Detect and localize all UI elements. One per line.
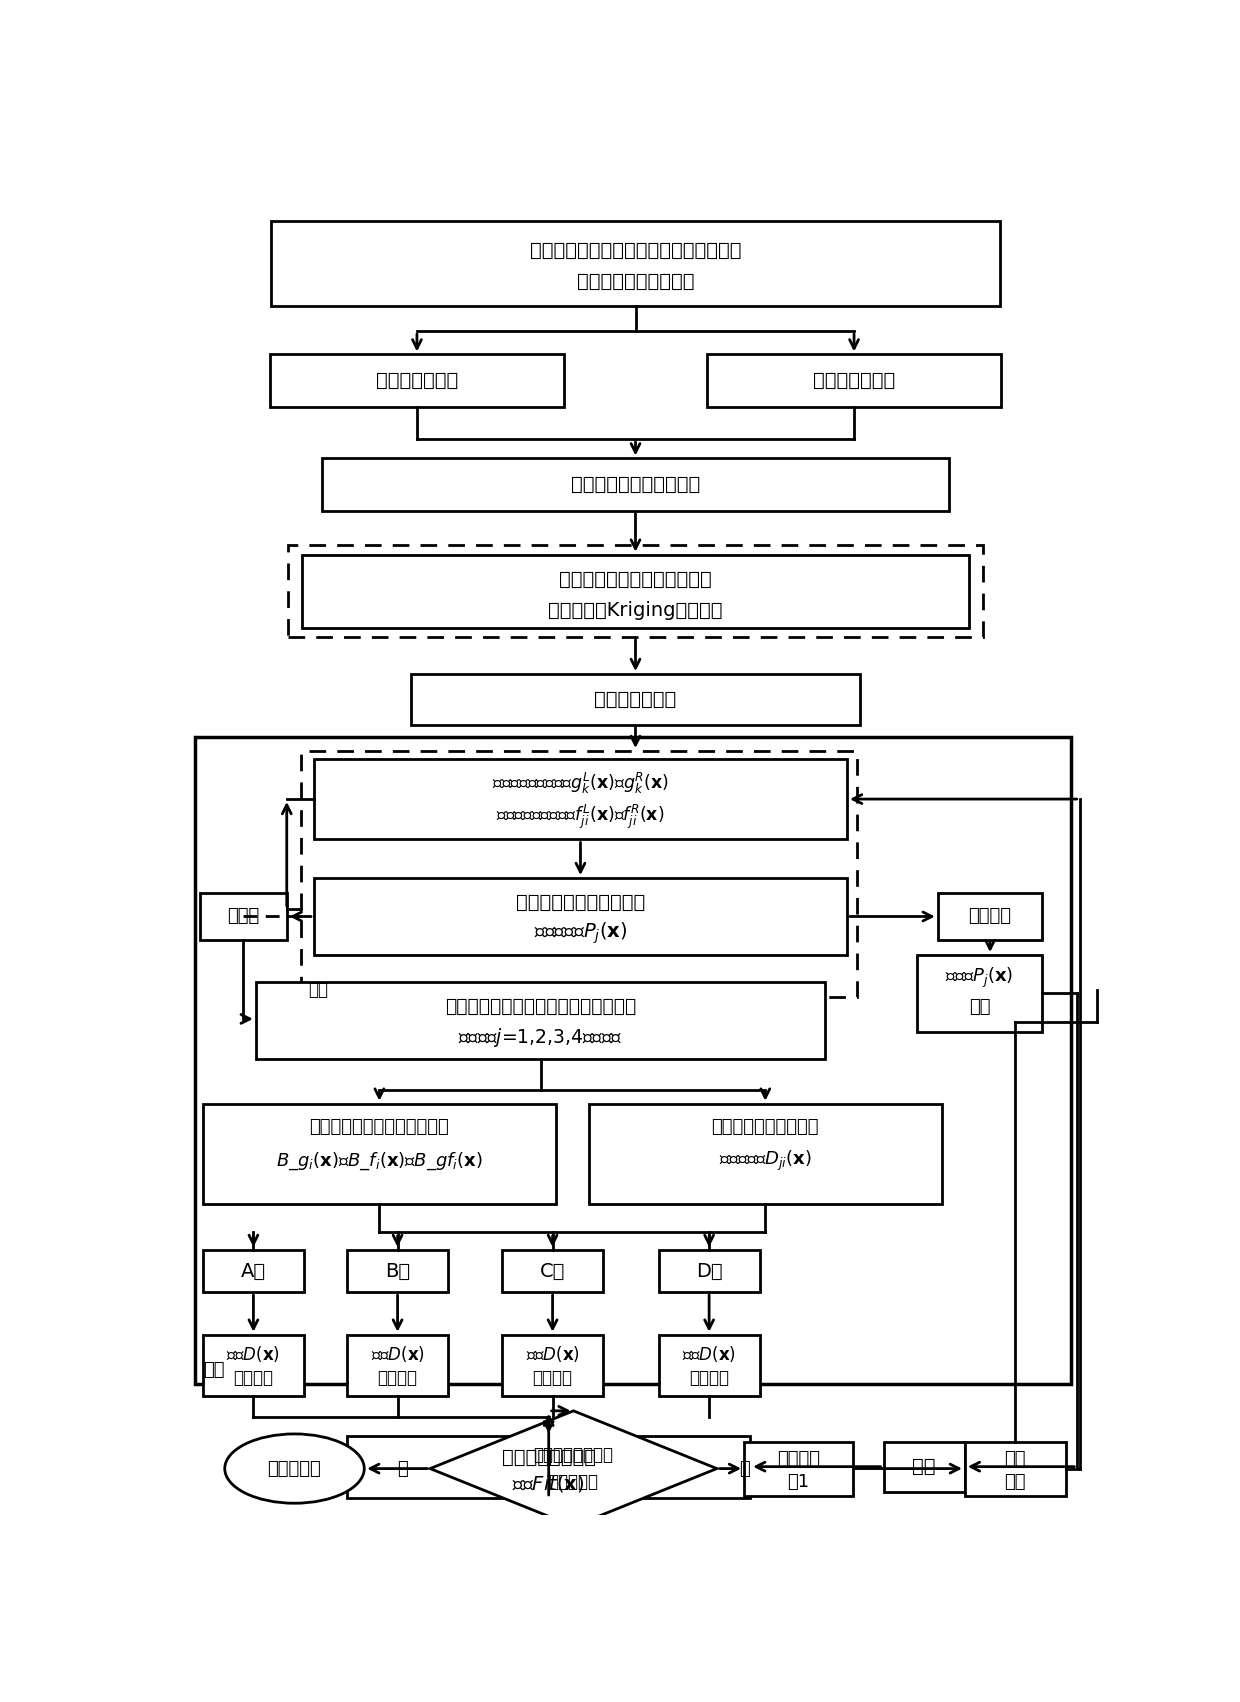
Text: 性能稳健优化设计模型: 性能稳健优化设计模型 — [577, 272, 694, 291]
Text: 计算$D(\mathbf{x})$: 计算$D(\mathbf{x})$ — [682, 1345, 737, 1363]
FancyBboxPatch shape — [301, 751, 857, 997]
FancyBboxPatch shape — [347, 1249, 448, 1292]
FancyBboxPatch shape — [502, 1249, 603, 1292]
FancyBboxPatch shape — [321, 458, 950, 511]
FancyBboxPatch shape — [965, 1442, 1065, 1496]
Text: 加1: 加1 — [787, 1472, 810, 1491]
Text: 迭代次数: 迭代次数 — [776, 1450, 820, 1467]
Text: 否: 否 — [739, 1460, 749, 1477]
Text: 拉丁超立方采样: 拉丁超立方采样 — [813, 371, 895, 390]
Text: 输出最优解: 输出最优解 — [268, 1460, 321, 1477]
FancyBboxPatch shape — [203, 1103, 556, 1203]
Text: 的和: 的和 — [968, 999, 991, 1016]
FancyBboxPatch shape — [937, 894, 1043, 940]
Text: 计算各$P_j(\mathbf{x})$: 计算各$P_j(\mathbf{x})$ — [945, 967, 1014, 991]
Text: 计算$D(\mathbf{x})$: 计算$D(\mathbf{x})$ — [371, 1345, 424, 1363]
Text: 计算$D(\mathbf{x})$: 计算$D(\mathbf{x})$ — [526, 1345, 579, 1363]
Text: 计算可行解的稳健性均衡系数: 计算可行解的稳健性均衡系数 — [310, 1118, 449, 1135]
Text: 达到迭代次数或者: 达到迭代次数或者 — [533, 1445, 614, 1464]
FancyBboxPatch shape — [255, 982, 826, 1059]
Text: 内部排序: 内部排序 — [233, 1370, 274, 1387]
FancyBboxPatch shape — [347, 1334, 448, 1396]
FancyBboxPatch shape — [303, 555, 968, 628]
Text: 外层: 外层 — [203, 1362, 224, 1379]
Text: 内部排序: 内部排序 — [377, 1370, 418, 1387]
FancyBboxPatch shape — [589, 1103, 941, 1203]
FancyBboxPatch shape — [916, 955, 1043, 1031]
Text: 内部排序: 内部排序 — [689, 1370, 729, 1387]
Text: 指标值建立Kriging近似模型: 指标值建立Kriging近似模型 — [548, 601, 723, 620]
Text: 计算相应设计变量的区间: 计算相应设计变量的区间 — [516, 894, 645, 912]
Text: $B\_g_i(\mathbf{x})$，$B\_f_i(\mathbf{x})$和$B\_gf_i(\mathbf{x})$: $B\_g_i(\mathbf{x})$，$B\_f_i(\mathbf{x})… — [275, 1151, 482, 1173]
FancyBboxPatch shape — [658, 1249, 759, 1292]
Text: 交叉: 交叉 — [1004, 1450, 1025, 1467]
Text: D类: D类 — [696, 1261, 723, 1280]
FancyBboxPatch shape — [288, 545, 982, 637]
FancyBboxPatch shape — [502, 1334, 603, 1396]
Text: B类: B类 — [384, 1261, 410, 1280]
Text: 内层: 内层 — [309, 980, 329, 999]
Text: 根据设计需求，建立机械结构异类多目标: 根据设计需求，建立机械结构异类多目标 — [529, 242, 742, 260]
Text: 计算$D(\mathbf{x})$: 计算$D(\mathbf{x})$ — [227, 1345, 280, 1363]
FancyBboxPatch shape — [707, 354, 1002, 407]
Text: 内部排序: 内部排序 — [532, 1370, 573, 1387]
FancyBboxPatch shape — [410, 674, 861, 725]
Text: 变异: 变异 — [1004, 1472, 1025, 1491]
Text: 不可行解: 不可行解 — [968, 907, 1012, 926]
Text: 稳健性距离$D_{ji}(\mathbf{x})$: 稳健性距离$D_{ji}(\mathbf{x})$ — [719, 1149, 812, 1173]
FancyBboxPatch shape — [200, 894, 286, 940]
Text: 是: 是 — [398, 1460, 408, 1477]
Text: 计算区间异类目标性能: 计算区间异类目标性能 — [712, 1118, 820, 1135]
Text: C类: C类 — [539, 1261, 565, 1280]
FancyBboxPatch shape — [272, 221, 999, 306]
Text: 遗传算法初始化: 遗传算法初始化 — [594, 689, 677, 708]
Text: 设计变量直接排序: 设计变量直接排序 — [502, 1448, 595, 1467]
FancyBboxPatch shape — [347, 1436, 750, 1498]
FancyBboxPatch shape — [314, 878, 847, 955]
Text: 约束满足度$P_j(\mathbf{x})$: 约束满足度$P_j(\mathbf{x})$ — [533, 921, 627, 946]
FancyBboxPatch shape — [658, 1334, 759, 1396]
FancyBboxPatch shape — [744, 1442, 853, 1496]
Text: 区分成本型、固定型、收益型、偏离型: 区分成本型、固定型、收益型、偏离型 — [445, 997, 636, 1016]
Text: 构建参数化模型: 构建参数化模型 — [376, 371, 458, 390]
Text: 协同仿真得到样本点数据: 协同仿真得到样本点数据 — [570, 475, 701, 494]
Text: 计算$Fit(\mathbf{x})$: 计算$Fit(\mathbf{x})$ — [512, 1474, 585, 1494]
FancyBboxPatch shape — [883, 1442, 965, 1491]
Text: 目标，对$j$=1,2,3,4进行赋值: 目标，对$j$=1,2,3,4进行赋值 — [459, 1026, 622, 1048]
Text: 收敛条件？: 收敛条件？ — [548, 1474, 599, 1491]
Polygon shape — [430, 1411, 717, 1527]
Ellipse shape — [224, 1433, 365, 1503]
FancyBboxPatch shape — [314, 759, 847, 839]
Text: A类: A类 — [241, 1261, 267, 1280]
FancyBboxPatch shape — [203, 1334, 304, 1396]
Text: 计算各目标函数边界$f_{ji}^L(\mathbf{x})$和$f_{ji}^R(\mathbf{x})$: 计算各目标函数边界$f_{ji}^L(\mathbf{x})$和$f_{ji}^… — [496, 802, 665, 831]
Text: 基于样本点的目标和约束性能: 基于样本点的目标和约束性能 — [559, 570, 712, 589]
Text: 可行解: 可行解 — [227, 907, 259, 926]
FancyBboxPatch shape — [270, 354, 564, 407]
FancyBboxPatch shape — [203, 1249, 304, 1292]
Text: 排序: 排序 — [913, 1457, 936, 1476]
Text: 计算各约束函数边界$g_k^L(\mathbf{x})$和$g_k^R(\mathbf{x})$: 计算各约束函数边界$g_k^L(\mathbf{x})$和$g_k^R(\mat… — [492, 771, 670, 797]
